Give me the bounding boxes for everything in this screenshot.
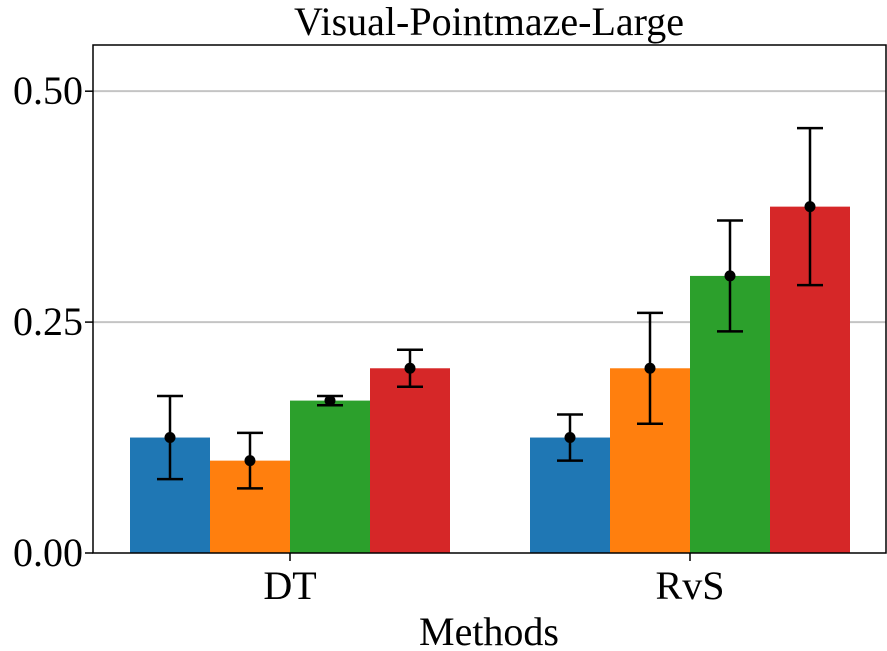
point-estimate <box>644 362 656 374</box>
chart-title: Visual-Pointmaze-Large <box>294 0 684 44</box>
point-estimate <box>164 432 176 444</box>
y-tick-label: 0.50 <box>13 68 83 113</box>
bars <box>130 206 850 554</box>
point-estimate <box>324 395 336 407</box>
point-estimate <box>724 270 736 282</box>
x-ticks: DT RvS <box>263 553 724 608</box>
x-tick-label: RvS <box>656 563 725 608</box>
bar <box>370 368 450 553</box>
x-axis-label: Methods <box>419 609 559 651</box>
point-estimate <box>244 455 256 467</box>
y-tick-label: 0.00 <box>13 530 83 575</box>
y-tick-label: 0.25 <box>13 299 83 344</box>
plot-frame <box>92 44 887 554</box>
bar <box>290 400 370 553</box>
point-estimate <box>564 432 576 444</box>
point-estimate <box>804 201 816 213</box>
error-bars <box>157 126 823 490</box>
point-estimate <box>404 362 416 374</box>
y-ticks: 0.00 0.25 0.50 <box>13 68 93 575</box>
x-tick-label: DT <box>263 563 316 608</box>
